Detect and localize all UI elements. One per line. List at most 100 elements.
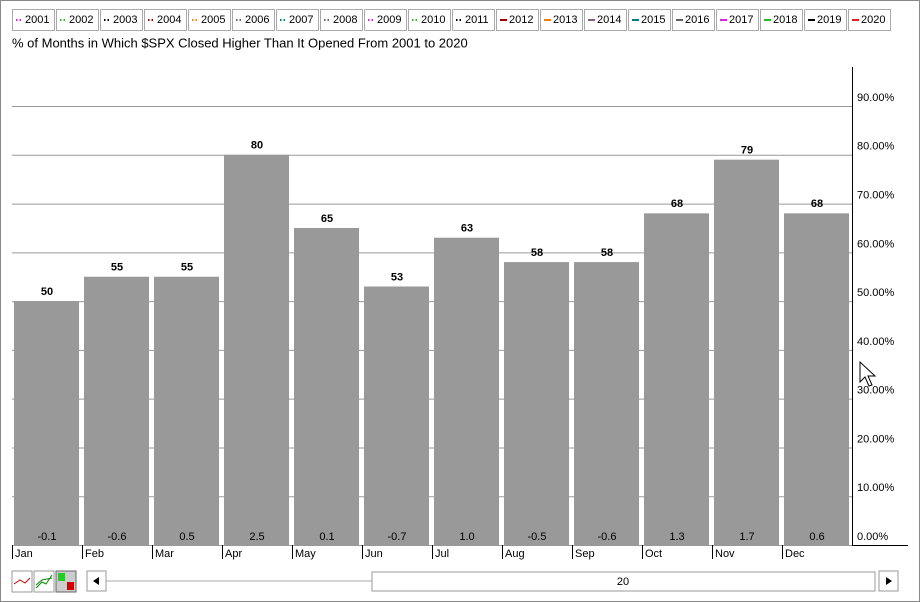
legend-label: 2016	[685, 14, 709, 26]
bottom-label: -0.1	[38, 531, 57, 543]
value-label: 68	[671, 198, 683, 210]
value-label: 55	[181, 262, 193, 274]
legend-item[interactable]	[100, 9, 143, 31]
legend-item[interactable]	[232, 9, 275, 31]
legend-item[interactable]	[628, 9, 671, 31]
legend-item[interactable]	[760, 9, 803, 31]
legend-item[interactable]	[496, 9, 539, 31]
value-label: 50	[41, 286, 53, 298]
y-tick-label: 20.00%	[857, 433, 895, 445]
value-label: 55	[111, 262, 123, 274]
icon-line	[35, 574, 53, 589]
legend-item[interactable]	[540, 9, 583, 31]
y-tick-label: 50.00%	[857, 287, 895, 299]
legend-label: 2010	[421, 14, 445, 26]
y-tick-label: 90.00%	[857, 92, 895, 104]
bottom-label: 0.6	[809, 531, 824, 543]
value-label: 79	[741, 145, 753, 157]
bottom-label: 1.0	[459, 531, 474, 543]
bar	[504, 262, 569, 545]
legend-label: 2008	[333, 14, 357, 26]
bar	[364, 286, 429, 545]
legend-item[interactable]	[408, 9, 451, 31]
legend-label: 2012	[509, 14, 533, 26]
bottom-label: 1.3	[669, 531, 684, 543]
x-tick-label: Oct	[645, 548, 662, 560]
legend-label: 2013	[553, 14, 577, 26]
legend-item[interactable]	[848, 9, 891, 31]
legend-item[interactable]	[584, 9, 627, 31]
bottom-label: -0.5	[528, 531, 547, 543]
legend-item[interactable]	[452, 9, 495, 31]
multi-line-icon[interactable]	[33, 570, 55, 593]
legend-item[interactable]	[188, 9, 231, 31]
y-tick-label: 0.00%	[857, 531, 888, 543]
x-tick-label: Jun	[365, 548, 383, 560]
bottom-label: -0.6	[108, 531, 127, 543]
legend-item[interactable]	[276, 9, 319, 31]
legend-label: 2017	[729, 14, 753, 26]
y-tick-label: 60.00%	[857, 238, 895, 250]
bar	[84, 276, 149, 545]
icon-square	[58, 573, 65, 581]
legend-item[interactable]	[56, 9, 99, 31]
bar	[714, 159, 779, 545]
icon-square	[67, 582, 74, 590]
x-tick-label: Feb	[85, 548, 104, 560]
value-label: 65	[321, 213, 333, 225]
x-tick-label: May	[295, 548, 316, 560]
value-label: 63	[461, 223, 473, 235]
bottom-label: 0.1	[319, 531, 334, 543]
legend-label: 2019	[817, 14, 841, 26]
y-tick-label: 70.00%	[857, 189, 895, 201]
legend-item[interactable]	[672, 9, 715, 31]
legend-label: 2014	[597, 14, 621, 26]
legend-label: 2006	[245, 14, 269, 26]
x-tick-label: Dec	[785, 548, 805, 560]
bar	[224, 154, 289, 546]
value-label: 80	[251, 140, 263, 152]
legend-item[interactable]	[804, 9, 847, 31]
icon-line	[13, 577, 31, 585]
bar	[784, 213, 849, 545]
bottom-label: 0.5	[179, 531, 194, 543]
bar	[294, 227, 359, 546]
bar	[154, 276, 219, 545]
scroll-label: 20	[617, 576, 629, 588]
x-tick-label: Apr	[225, 548, 242, 560]
y-tick-label: 80.00%	[857, 141, 895, 153]
legend-item[interactable]	[716, 9, 759, 31]
legend-label: 2020	[861, 14, 885, 26]
y-tick-label: 30.00%	[857, 385, 895, 397]
bar	[644, 213, 709, 545]
legend-item[interactable]	[12, 9, 55, 31]
value-label: 68	[811, 198, 823, 210]
y-tick-label: 10.00%	[857, 482, 895, 494]
legend-label: 2015	[641, 14, 665, 26]
legend-item[interactable]	[320, 9, 363, 31]
legend-label: 2001	[25, 14, 49, 26]
toolbar: 20	[11, 570, 899, 593]
legend-label: 2005	[201, 14, 225, 26]
bar	[434, 237, 499, 545]
x-tick-label: Jan	[15, 548, 33, 560]
legend-label: 2004	[157, 14, 181, 26]
x-tick-label: Sep	[575, 548, 595, 560]
legend-label: 2011	[465, 14, 489, 26]
legend-label: 2009	[377, 14, 401, 26]
bottom-label: -0.7	[388, 531, 407, 543]
legend-item[interactable]	[364, 9, 407, 31]
x-tick-label: Mar	[155, 548, 174, 560]
legend-label: 2003	[113, 14, 137, 26]
arrow	[93, 577, 99, 585]
scroll-thumb[interactable]	[371, 571, 876, 592]
legend-item[interactable]	[144, 9, 187, 31]
x-tick-label: Nov	[715, 548, 735, 560]
bar	[574, 262, 639, 545]
y-tick-label: 40.00%	[857, 336, 895, 348]
bottom-label: 2.5	[249, 531, 264, 543]
x-tick-label: Aug	[505, 548, 525, 560]
legend-label: 2002	[69, 14, 93, 26]
mouse-cursor	[859, 360, 877, 387]
